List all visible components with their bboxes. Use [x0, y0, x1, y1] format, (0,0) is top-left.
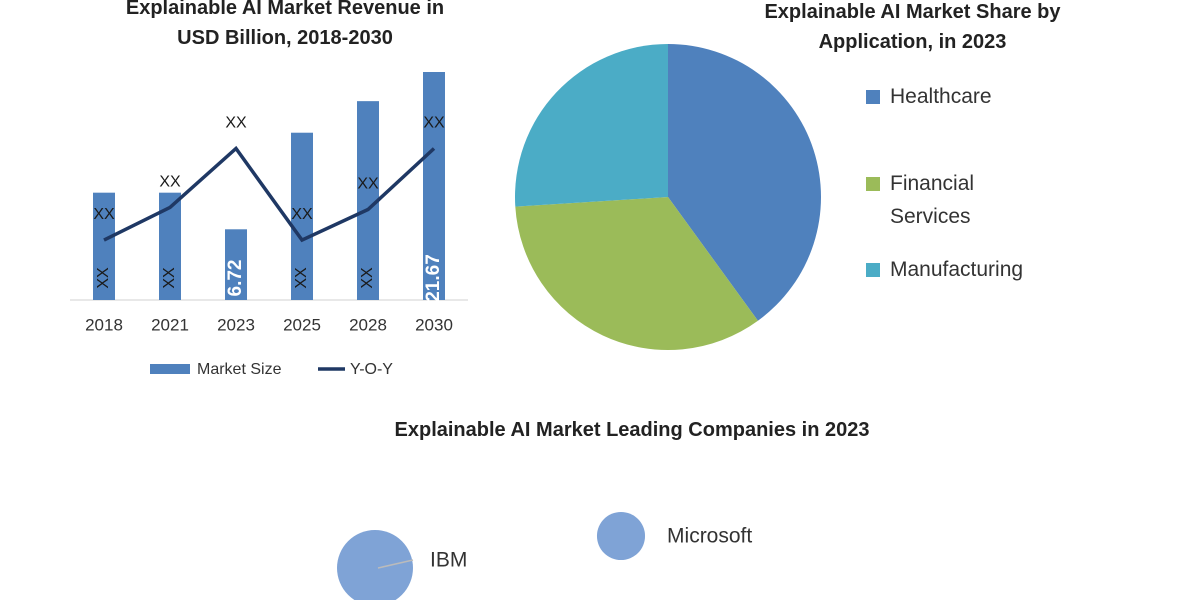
line-value-label: XX — [93, 206, 115, 223]
bubble-label: Microsoft — [667, 525, 752, 548]
line-value-label: XX — [159, 174, 181, 191]
x-tick-label: 2030 — [415, 315, 453, 334]
chart-title: Explainable AI Market Revenue in USD Bil… — [125, 0, 445, 49]
x-tick-label: 2028 — [349, 315, 387, 334]
legend-label: Y-O-Y — [350, 361, 393, 378]
bar-value-label: XX — [161, 267, 178, 289]
line — [103, 145, 436, 243]
legend-label: Market Size — [197, 361, 282, 378]
line-value-label: XX — [423, 115, 445, 132]
bar — [225, 229, 247, 300]
bar-value-label: XX — [95, 267, 112, 289]
legend-swatch — [866, 263, 880, 277]
bar — [357, 101, 379, 300]
bar-value-label: XX — [293, 267, 310, 289]
legend-label: Financial Services — [890, 172, 975, 228]
legend-label: Healthcare — [890, 85, 992, 108]
bar-value-label: 21.67 — [423, 254, 444, 302]
bar-value-label: 6.72 — [225, 260, 246, 297]
legend-swatch — [866, 177, 880, 191]
bubble-label: IBM — [430, 549, 467, 572]
x-tick-label: 2021 — [151, 315, 189, 334]
bar-value-label: XX — [359, 267, 376, 289]
chart-title: Explainable AI Market Share by Applicati… — [764, 1, 1061, 53]
bar — [159, 192, 181, 300]
pie-slice — [515, 197, 758, 350]
bar — [291, 132, 313, 300]
legend-label: Manufacturing — [890, 258, 1024, 281]
bar — [423, 72, 445, 300]
pie-slice — [668, 44, 821, 321]
line-value-label: XX — [225, 115, 247, 132]
line-value-label: XX — [291, 206, 313, 223]
chart-title: Explainable AI Market Leading Companies … — [394, 419, 870, 441]
bar — [93, 192, 115, 300]
line-value-label: XX — [357, 176, 379, 193]
x-tick-label: 2018 — [85, 315, 123, 334]
bubble — [337, 530, 413, 600]
leader-line — [377, 559, 414, 569]
x-tick-label: 2025 — [283, 315, 321, 334]
pie-slice — [515, 44, 668, 207]
bubble — [596, 511, 646, 561]
legend-swatch — [150, 364, 190, 374]
x-tick-label: 2023 — [217, 315, 255, 334]
legend-swatch — [866, 90, 880, 104]
